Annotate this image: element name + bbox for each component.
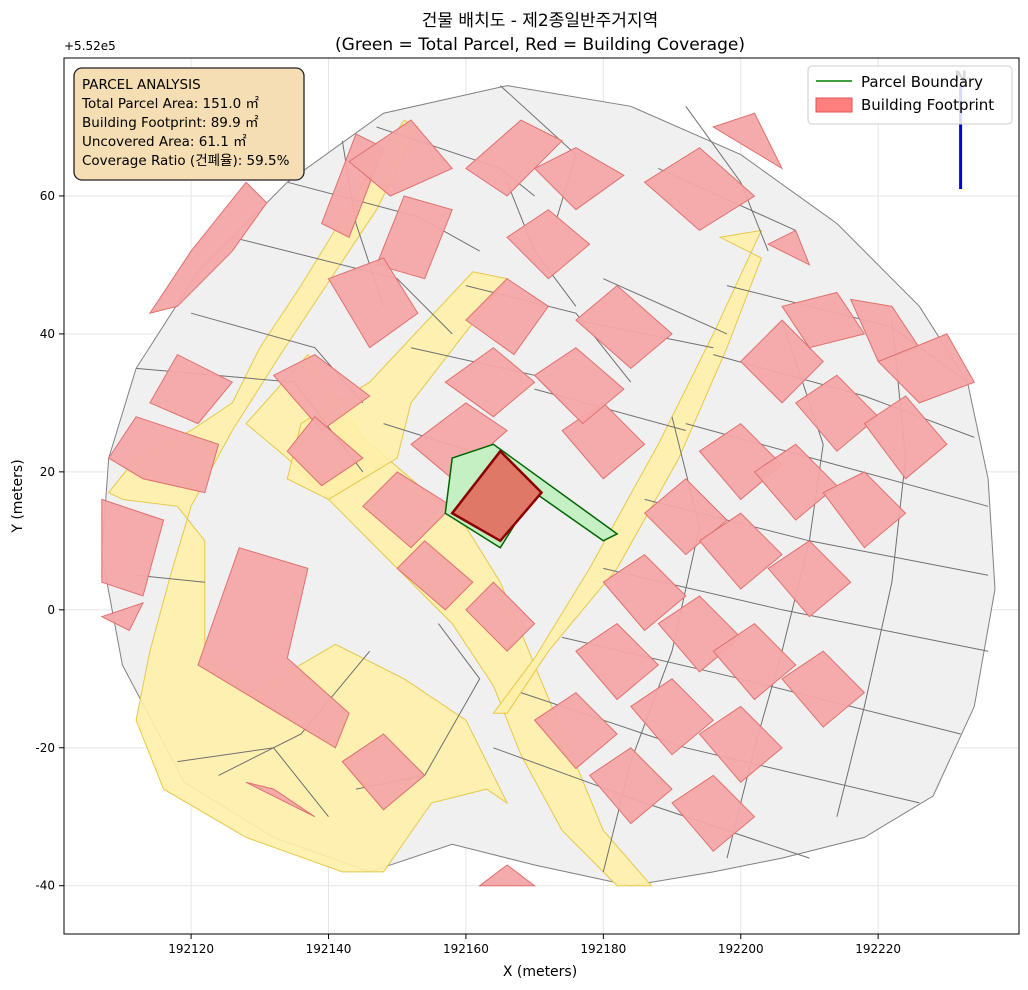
building-5 bbox=[197, 547, 350, 749]
building-23 bbox=[533, 347, 625, 425]
target-building bbox=[450, 449, 544, 543]
legend: Parcel Boundary Building Footprint bbox=[807, 65, 1013, 125]
y-tick-label-2: 0 bbox=[47, 603, 55, 617]
x-tick-label-2: 192160 bbox=[443, 942, 489, 956]
building-21 bbox=[575, 284, 673, 370]
building-1 bbox=[149, 353, 234, 425]
x-axis-label: X (meters) bbox=[503, 964, 577, 980]
building-45 bbox=[698, 705, 783, 784]
building-25 bbox=[712, 112, 784, 170]
building-32 bbox=[863, 395, 948, 480]
building-layer bbox=[100, 112, 976, 887]
building-15 bbox=[410, 402, 508, 480]
building-50 bbox=[245, 781, 316, 818]
building-48 bbox=[671, 774, 756, 852]
building-0 bbox=[148, 181, 268, 314]
x-tick-label-0: 192120 bbox=[168, 942, 214, 956]
y-tick-label-3: 20 bbox=[40, 465, 55, 479]
y-axis-label: Y (meters) bbox=[10, 459, 26, 533]
legend-label-building-footprint: Building Footprint bbox=[861, 96, 994, 114]
building-51 bbox=[478, 864, 537, 887]
building-17 bbox=[465, 278, 550, 356]
plot-frame bbox=[63, 57, 1020, 935]
legend-label-parcel-boundary: Parcel Boundary bbox=[861, 73, 983, 91]
building-47 bbox=[588, 747, 673, 825]
info-line-total-area: Total Parcel Area: 151.0 ㎡ bbox=[81, 96, 259, 112]
building-35 bbox=[822, 471, 907, 549]
info-line-coverage-ratio: Coverage Ratio (건폐율): 59.5% bbox=[82, 153, 290, 169]
parcel-line-2 bbox=[232, 236, 453, 335]
building-8 bbox=[375, 195, 453, 280]
legend-swatch-building-footprint bbox=[815, 97, 853, 113]
info-line-building-footprint: Building Footprint: 89.9 ㎡ bbox=[82, 115, 259, 131]
x-tick-label-3: 192180 bbox=[580, 942, 626, 956]
parcel-line-28 bbox=[177, 747, 329, 818]
parcel-analysis-box: PARCEL ANALYSIS Total Parcel Area: 151.0… bbox=[73, 67, 305, 181]
parcel-line-26 bbox=[218, 650, 371, 776]
info-line-title: PARCEL ANALYSIS bbox=[82, 77, 201, 93]
building-42 bbox=[781, 650, 866, 728]
building-7 bbox=[348, 119, 454, 197]
building-49 bbox=[341, 733, 426, 811]
building-13 bbox=[396, 540, 474, 611]
info-line-uncovered-area: Uncovered Area: 61.1 ㎡ bbox=[82, 134, 247, 150]
building-29 bbox=[877, 333, 976, 404]
y-offset-label: +5.52e5 bbox=[64, 39, 116, 53]
parcel-line-13 bbox=[685, 106, 769, 252]
x-tick-label-1: 192140 bbox=[306, 942, 352, 956]
y-tick-label-1: -20 bbox=[35, 741, 55, 755]
building-2 bbox=[107, 416, 220, 494]
building-3 bbox=[101, 498, 165, 597]
legend-frame bbox=[807, 65, 1013, 125]
building-44 bbox=[630, 678, 715, 756]
info-box-background bbox=[73, 67, 305, 181]
building-20 bbox=[465, 119, 563, 197]
target-parcel-layer bbox=[444, 443, 619, 549]
building-26 bbox=[767, 229, 811, 266]
building-18 bbox=[506, 209, 591, 280]
building-4 bbox=[100, 602, 144, 632]
building-10 bbox=[272, 354, 371, 432]
chart-title-line2: (Green = Total Parcel, Red = Building Co… bbox=[335, 35, 745, 55]
building-11 bbox=[286, 415, 364, 487]
building-43 bbox=[575, 622, 660, 701]
building-41 bbox=[712, 622, 797, 701]
building-24 bbox=[643, 147, 756, 232]
building-14 bbox=[465, 581, 536, 652]
building-27 bbox=[781, 291, 866, 349]
building-37 bbox=[698, 512, 783, 590]
building-19 bbox=[533, 147, 625, 211]
building-16 bbox=[444, 347, 536, 418]
y-tick-label-4: 40 bbox=[40, 327, 55, 341]
x-tick-label-4: 192200 bbox=[718, 942, 764, 956]
road-3 bbox=[492, 229, 763, 714]
y-tick-label-5: 60 bbox=[40, 189, 55, 203]
building-46 bbox=[533, 691, 618, 770]
y-tick-label-0: -40 bbox=[35, 879, 55, 893]
chart-title-line1: 건물 배치도 - 제2종일반주거지역 bbox=[422, 11, 658, 31]
x-tick-label-5: 192220 bbox=[855, 942, 901, 956]
x-axis-ticks: 192120 192140 192160 192180 192200 192220 bbox=[168, 934, 901, 956]
y-axis-ticks: -40 -20 0 20 40 60 bbox=[35, 189, 64, 893]
building-30 bbox=[739, 319, 824, 404]
building-9 bbox=[327, 257, 419, 349]
building-39 bbox=[602, 553, 687, 632]
parcel-line-11 bbox=[603, 278, 728, 335]
building-38 bbox=[767, 540, 852, 618]
